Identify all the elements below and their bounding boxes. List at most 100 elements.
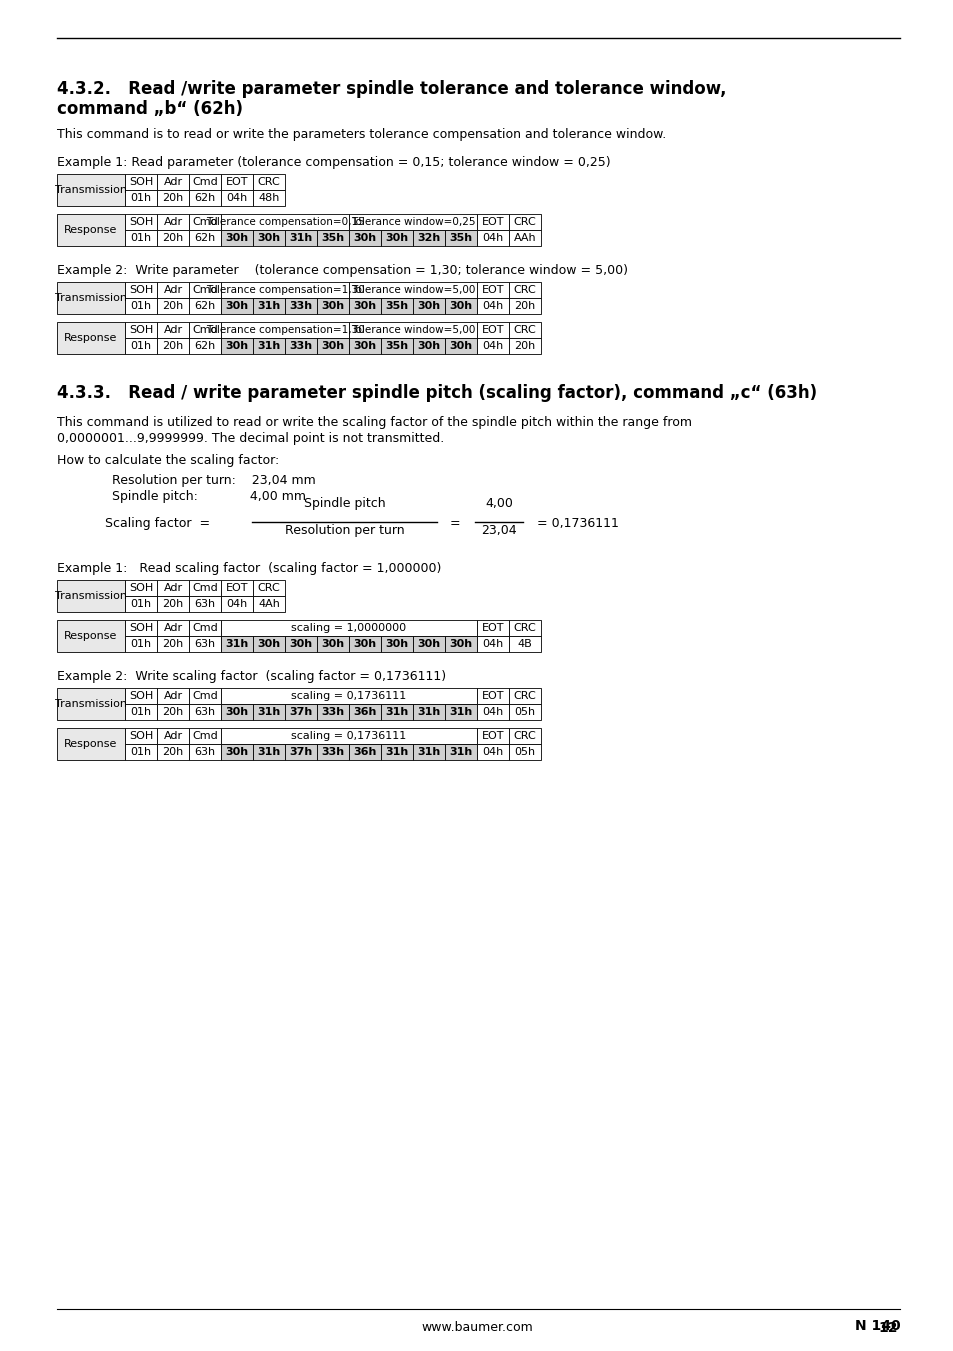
Text: SOH: SOH xyxy=(129,285,153,295)
Text: EOT: EOT xyxy=(481,623,504,634)
Text: =: = xyxy=(449,517,460,531)
Text: 04h: 04h xyxy=(482,707,503,717)
Text: 04h: 04h xyxy=(226,193,248,203)
Bar xyxy=(157,174,189,190)
Text: 20h: 20h xyxy=(162,232,183,243)
Text: 31h: 31h xyxy=(385,747,408,757)
Bar xyxy=(157,704,189,720)
Bar xyxy=(349,744,380,761)
Text: 31h: 31h xyxy=(416,747,440,757)
Text: 20h: 20h xyxy=(162,598,183,609)
Bar xyxy=(157,636,189,653)
Text: SOH: SOH xyxy=(129,326,153,335)
Text: 30h: 30h xyxy=(257,639,280,648)
Text: Adr: Adr xyxy=(163,623,182,634)
Text: 63h: 63h xyxy=(194,747,215,757)
Text: 30h: 30h xyxy=(321,639,344,648)
Text: SOH: SOH xyxy=(129,731,153,740)
Text: 4,00: 4,00 xyxy=(484,497,513,509)
Text: EOT: EOT xyxy=(481,285,504,295)
Text: Cmd: Cmd xyxy=(192,731,217,740)
Bar xyxy=(285,338,316,354)
Text: Cmd: Cmd xyxy=(192,326,217,335)
Bar xyxy=(476,282,509,299)
Bar xyxy=(316,230,349,246)
Bar xyxy=(476,636,509,653)
Bar xyxy=(157,338,189,354)
Text: Resolution per turn:    23,04 mm: Resolution per turn: 23,04 mm xyxy=(112,474,315,486)
Text: Adr: Adr xyxy=(163,177,182,186)
Bar xyxy=(221,322,349,338)
Bar xyxy=(125,688,157,704)
Text: Cmd: Cmd xyxy=(192,177,217,186)
Bar xyxy=(221,213,349,230)
Bar xyxy=(221,174,253,190)
Bar xyxy=(125,299,157,313)
Bar xyxy=(57,213,125,246)
Bar xyxy=(285,704,316,720)
Bar xyxy=(509,230,540,246)
Text: 20h: 20h xyxy=(162,707,183,717)
Bar xyxy=(189,213,221,230)
Text: Transmission: Transmission xyxy=(55,185,127,195)
Bar xyxy=(444,299,476,313)
Text: AAh: AAh xyxy=(513,232,536,243)
Text: CRC: CRC xyxy=(513,326,536,335)
Text: 33h: 33h xyxy=(321,707,344,717)
Bar xyxy=(316,704,349,720)
Text: Adr: Adr xyxy=(163,584,182,593)
Text: 30h: 30h xyxy=(449,301,472,311)
Bar xyxy=(221,688,476,704)
Bar xyxy=(189,174,221,190)
Text: How to calculate the scaling factor:: How to calculate the scaling factor: xyxy=(57,454,279,467)
Text: 48h: 48h xyxy=(258,193,279,203)
Text: 31h: 31h xyxy=(385,707,408,717)
Bar xyxy=(316,299,349,313)
Bar xyxy=(157,580,189,596)
Bar xyxy=(189,636,221,653)
Text: EOT: EOT xyxy=(481,326,504,335)
Bar xyxy=(57,688,125,720)
Bar xyxy=(413,636,444,653)
Bar xyxy=(189,704,221,720)
Bar xyxy=(476,744,509,761)
Text: Example 2:  Write scaling factor  (scaling factor = 0,1736111): Example 2: Write scaling factor (scaling… xyxy=(57,670,446,684)
Text: 37h: 37h xyxy=(289,707,313,717)
Bar xyxy=(476,338,509,354)
Text: EOT: EOT xyxy=(481,218,504,227)
Text: 31h: 31h xyxy=(449,707,472,717)
Text: 30h: 30h xyxy=(353,301,376,311)
Text: 04h: 04h xyxy=(482,747,503,757)
Text: Transmission: Transmission xyxy=(55,590,127,601)
Bar xyxy=(157,322,189,338)
Text: 30h: 30h xyxy=(385,232,408,243)
Bar xyxy=(157,230,189,246)
Bar xyxy=(221,620,476,636)
Bar xyxy=(125,580,157,596)
Bar xyxy=(509,213,540,230)
Text: = 0,1736111: = 0,1736111 xyxy=(537,517,618,531)
Text: Spindle pitch: Spindle pitch xyxy=(303,497,385,509)
Text: Tolerance window=5,00: Tolerance window=5,00 xyxy=(351,285,475,295)
Text: 35h: 35h xyxy=(321,232,344,243)
Bar xyxy=(413,230,444,246)
Bar xyxy=(189,230,221,246)
Text: 04h: 04h xyxy=(482,340,503,351)
Bar xyxy=(157,744,189,761)
Bar xyxy=(444,704,476,720)
Text: 35h: 35h xyxy=(449,232,472,243)
Text: CRC: CRC xyxy=(513,690,536,701)
Text: Cmd: Cmd xyxy=(192,584,217,593)
Text: CRC: CRC xyxy=(513,285,536,295)
Text: 30h: 30h xyxy=(225,707,249,717)
Bar xyxy=(189,596,221,612)
Text: 32h: 32h xyxy=(416,232,440,243)
Bar xyxy=(253,596,285,612)
Text: Response: Response xyxy=(64,332,117,343)
Bar xyxy=(189,282,221,299)
Bar xyxy=(476,688,509,704)
Text: Example 1:   Read scaling factor  (scaling factor = 1,000000): Example 1: Read scaling factor (scaling … xyxy=(57,562,441,576)
Bar xyxy=(349,322,476,338)
Bar xyxy=(221,596,253,612)
Text: 20h: 20h xyxy=(162,301,183,311)
